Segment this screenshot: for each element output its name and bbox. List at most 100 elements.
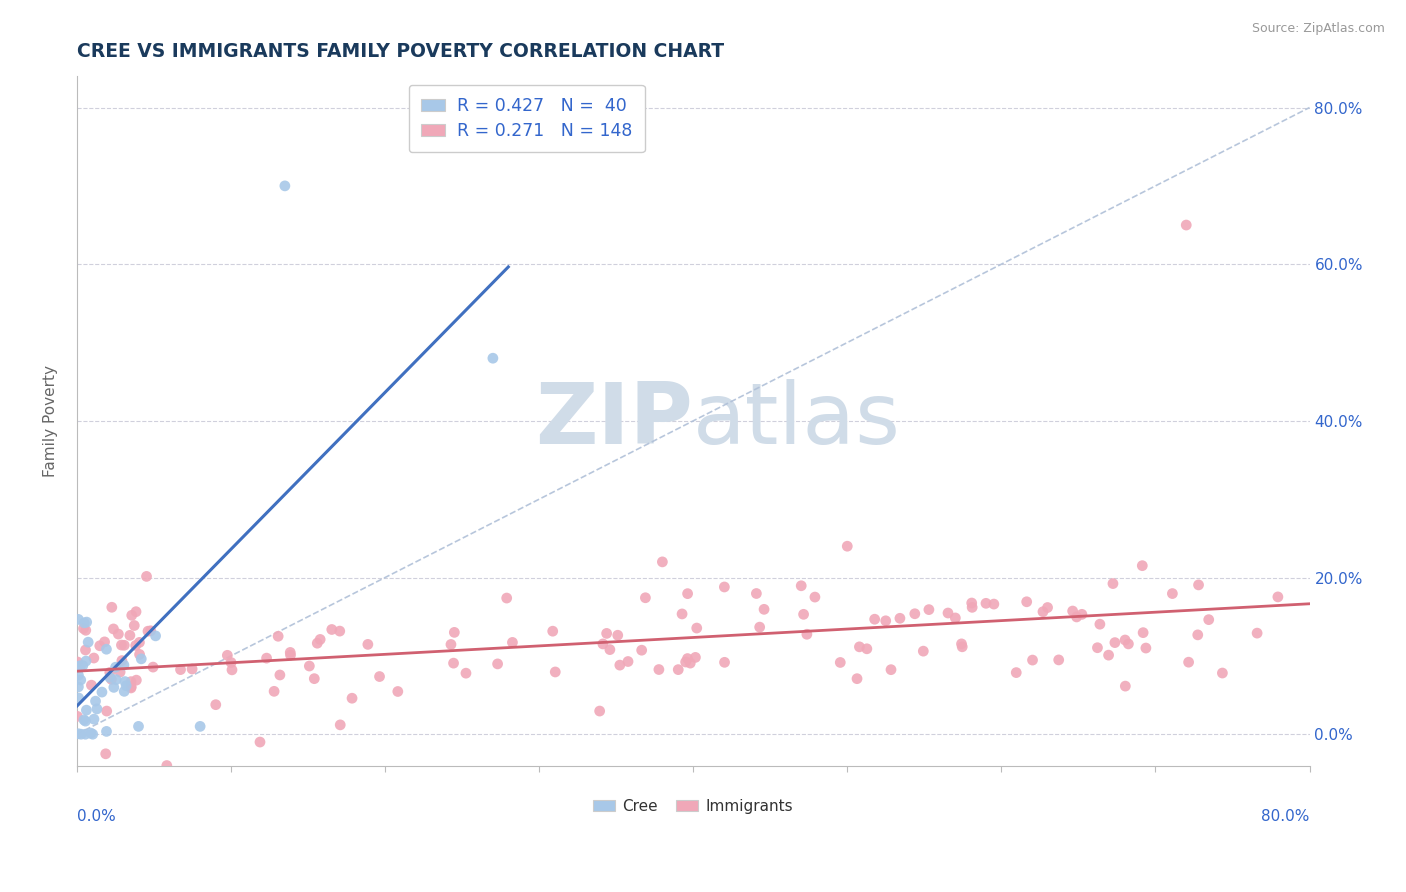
Point bbox=[269, 668, 291, 682]
Point bbox=[443, 656, 465, 670]
Point bbox=[76, 615, 98, 629]
Point bbox=[943, 611, 966, 625]
Point bbox=[280, 648, 302, 662]
Point bbox=[80, 678, 103, 692]
Point bbox=[110, 638, 132, 652]
Point bbox=[256, 651, 278, 665]
Point bbox=[651, 555, 673, 569]
Point bbox=[145, 629, 167, 643]
Point bbox=[263, 684, 285, 698]
Point bbox=[793, 607, 815, 622]
Point bbox=[1132, 625, 1154, 640]
Point bbox=[495, 591, 517, 605]
Point bbox=[267, 629, 290, 643]
Point bbox=[1005, 665, 1028, 680]
Point bbox=[249, 735, 271, 749]
Point bbox=[120, 680, 142, 694]
Point bbox=[748, 620, 770, 634]
Point bbox=[848, 640, 870, 654]
Point bbox=[1015, 595, 1038, 609]
Point bbox=[796, 627, 818, 641]
Point bbox=[1062, 604, 1084, 618]
Point bbox=[108, 665, 131, 679]
Point bbox=[713, 656, 735, 670]
Point bbox=[501, 635, 523, 649]
Point bbox=[96, 724, 118, 739]
Point bbox=[880, 663, 903, 677]
Point bbox=[1066, 610, 1088, 624]
Text: atlas: atlas bbox=[693, 379, 901, 462]
Point bbox=[169, 663, 191, 677]
Point bbox=[1187, 628, 1209, 642]
Point bbox=[675, 655, 697, 669]
Point bbox=[120, 681, 142, 695]
Point bbox=[128, 648, 150, 662]
Point bbox=[837, 539, 859, 553]
Point bbox=[1135, 641, 1157, 656]
Point bbox=[790, 579, 813, 593]
Point bbox=[72, 658, 94, 673]
Point bbox=[105, 673, 128, 687]
Point bbox=[98, 671, 121, 685]
Point bbox=[93, 635, 115, 649]
Point bbox=[136, 624, 159, 639]
Point bbox=[368, 669, 391, 683]
Point bbox=[960, 596, 983, 610]
Point bbox=[101, 600, 124, 615]
Point bbox=[686, 621, 709, 635]
Point bbox=[595, 626, 617, 640]
Legend: Cree, Immigrants: Cree, Immigrants bbox=[588, 793, 799, 820]
Point bbox=[592, 637, 614, 651]
Point bbox=[75, 643, 97, 657]
Point bbox=[115, 679, 138, 693]
Point bbox=[609, 658, 631, 673]
Point bbox=[1104, 635, 1126, 649]
Point bbox=[69, 659, 91, 673]
Point bbox=[918, 602, 941, 616]
Point bbox=[162, 770, 184, 784]
Point bbox=[671, 607, 693, 621]
Point bbox=[1267, 590, 1289, 604]
Point bbox=[1161, 586, 1184, 600]
Point bbox=[1097, 648, 1119, 662]
Point bbox=[204, 698, 226, 712]
Point bbox=[298, 659, 321, 673]
Point bbox=[541, 624, 564, 639]
Point bbox=[120, 674, 142, 689]
Point bbox=[606, 628, 628, 642]
Point bbox=[889, 611, 911, 625]
Point bbox=[111, 654, 134, 668]
Point bbox=[1175, 218, 1198, 232]
Text: ZIP: ZIP bbox=[536, 379, 693, 462]
Point bbox=[983, 597, 1005, 611]
Point bbox=[588, 704, 610, 718]
Point bbox=[118, 628, 141, 642]
Point bbox=[103, 622, 125, 636]
Point bbox=[679, 656, 702, 670]
Point bbox=[486, 657, 509, 671]
Point bbox=[274, 178, 297, 193]
Point bbox=[1047, 653, 1070, 667]
Point bbox=[77, 635, 100, 649]
Point bbox=[75, 703, 97, 717]
Point bbox=[1130, 558, 1153, 573]
Point bbox=[181, 662, 204, 676]
Point bbox=[96, 642, 118, 657]
Point bbox=[125, 639, 148, 653]
Point bbox=[1032, 605, 1054, 619]
Point bbox=[1118, 637, 1140, 651]
Point bbox=[1102, 576, 1125, 591]
Point bbox=[128, 719, 150, 733]
Point bbox=[904, 607, 927, 621]
Point bbox=[307, 636, 329, 650]
Point bbox=[75, 654, 97, 668]
Text: Source: ZipAtlas.com: Source: ZipAtlas.com bbox=[1251, 22, 1385, 36]
Point bbox=[129, 652, 152, 666]
Y-axis label: Family Poverty: Family Poverty bbox=[44, 365, 58, 477]
Point bbox=[75, 714, 97, 728]
Point bbox=[165, 782, 187, 797]
Point bbox=[387, 684, 409, 698]
Point bbox=[1036, 600, 1059, 615]
Point bbox=[67, 691, 90, 706]
Point bbox=[1177, 655, 1199, 669]
